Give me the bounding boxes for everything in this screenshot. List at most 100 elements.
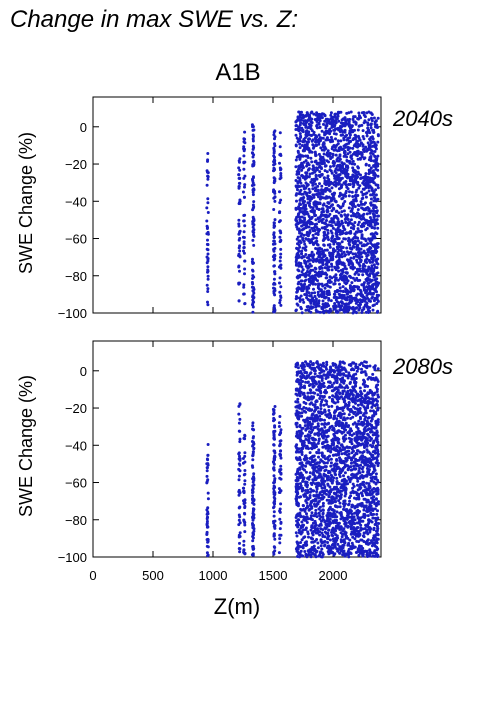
scatter-point: [278, 290, 282, 294]
scatter-point: [243, 454, 247, 458]
scatter-point: [304, 278, 308, 282]
scatter-point: [368, 176, 372, 180]
scatter-point: [325, 305, 329, 308]
scatter-point: [343, 302, 347, 306]
scatter-point: [243, 520, 247, 524]
scatter-point: [346, 309, 350, 313]
scatter-point: [364, 297, 368, 301]
scatter-point: [295, 255, 299, 258]
scatter-point: [333, 144, 337, 148]
scatter-point: [322, 483, 326, 487]
scatter-point: [321, 508, 325, 512]
scatter-point: [328, 395, 332, 399]
scatter-point: [242, 230, 246, 234]
scatter-point: [237, 166, 241, 170]
scatter-point: [295, 124, 298, 127]
scatter-point: [238, 244, 242, 248]
scatter-point: [341, 166, 344, 170]
scatter-point: [336, 114, 340, 118]
scatter-point: [318, 170, 322, 174]
scatter-point: [339, 495, 343, 499]
scatter-point: [305, 134, 309, 138]
scatter-point: [311, 143, 315, 147]
scatter-point: [365, 437, 369, 441]
scatter-point: [295, 296, 299, 300]
scatter-point: [272, 495, 276, 499]
scatter-point: [251, 298, 255, 302]
scatter-point: [352, 202, 356, 206]
scatter-point: [336, 242, 339, 246]
scatter-point: [337, 119, 341, 123]
scatter-point: [308, 430, 311, 434]
scatter-point: [252, 546, 256, 550]
scatter-point: [370, 187, 374, 191]
scatter-point: [306, 194, 310, 198]
scatter-point: [369, 237, 373, 241]
scatter-point: [251, 507, 255, 511]
scatter-point: [347, 122, 351, 125]
scatter-point: [299, 264, 303, 268]
scatter-point: [339, 206, 343, 209]
scatter-point: [320, 259, 324, 263]
scatter-point: [366, 223, 370, 227]
scatter-point: [311, 233, 315, 237]
scatter-point: [373, 218, 376, 222]
scatter-point: [243, 479, 247, 483]
scatter-point: [321, 501, 325, 505]
scatter-point: [354, 253, 358, 257]
scatter-point: [332, 247, 335, 251]
scatter-point: [237, 232, 241, 236]
scatter-point: [205, 469, 209, 473]
scatter-point: [298, 132, 302, 136]
scatter-point: [273, 405, 277, 408]
scatter-point: [318, 182, 321, 186]
scatter-point: [243, 523, 247, 527]
y-tick-label: 0: [80, 364, 87, 379]
scatter-point: [299, 207, 302, 211]
scatter-point: [206, 512, 210, 516]
scatter-point: [252, 287, 256, 291]
scatter-point: [353, 278, 357, 282]
scatter-point: [348, 294, 352, 298]
scatter-point: [359, 176, 363, 180]
scatter-point: [304, 131, 308, 135]
scatter-point: [360, 467, 364, 471]
scatter-point: [334, 137, 337, 141]
scatter-point: [237, 523, 241, 527]
scatter-point: [348, 290, 352, 294]
scatter-point: [322, 176, 326, 180]
scatter-point: [294, 392, 298, 396]
scatter-point: [358, 485, 362, 489]
scatter-point: [344, 517, 348, 521]
scatter-point: [343, 254, 347, 258]
scatter-point: [251, 294, 255, 298]
scatter-point: [321, 190, 325, 194]
scatter-point: [237, 222, 241, 226]
scatter-point: [314, 143, 318, 147]
scatter-point: [375, 158, 379, 162]
scatter-point: [298, 157, 302, 161]
scatter-point: [341, 231, 345, 235]
scatter-point: [337, 180, 341, 183]
scatter-point: [273, 501, 276, 505]
scatter-point: [370, 296, 374, 300]
scatter-point: [334, 210, 338, 213]
scatter-point: [315, 549, 319, 553]
scatter-point: [373, 226, 377, 230]
scatter-point: [243, 185, 246, 189]
scatter-point: [307, 309, 311, 313]
scatter-point: [237, 474, 241, 478]
scatter-point: [206, 170, 209, 174]
scatter-point: [273, 549, 277, 553]
scatter-point: [346, 213, 350, 217]
scatter-point: [272, 264, 276, 268]
scatter-point: [278, 452, 282, 456]
scatter-point: [272, 236, 276, 240]
scatter-point: [366, 514, 370, 518]
scatter-point: [300, 284, 304, 288]
scatter-point: [375, 293, 379, 297]
y-tick-label: −40: [65, 438, 87, 453]
scatter-point: [302, 240, 306, 243]
scatter-point: [238, 168, 242, 172]
scatter-point: [372, 173, 376, 177]
